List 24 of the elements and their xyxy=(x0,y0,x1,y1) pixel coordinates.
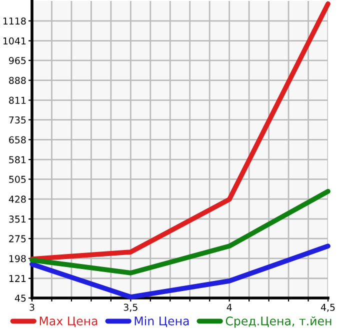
y-tick-label: 658 xyxy=(9,136,26,144)
x-tick-label: 3 xyxy=(30,304,34,311)
y-tick-label: 505 xyxy=(9,176,26,183)
y-tick-label: 735 xyxy=(9,116,26,124)
legend-label: Max Цена xyxy=(40,316,98,328)
line-series xyxy=(30,1,330,262)
y-tick-label: 121 xyxy=(9,274,26,282)
x-tick-label: 3,5 xyxy=(124,304,138,312)
x-tick-label: 4 xyxy=(226,304,232,311)
line-series xyxy=(30,188,330,276)
x-tick-label: 4,5 xyxy=(320,304,335,312)
legend-label: Min Цена xyxy=(134,316,189,328)
y-tick-label: 581 xyxy=(9,156,26,164)
y-tick-label: 275 xyxy=(9,235,26,242)
y-tick-label: 1041 xyxy=(3,37,26,44)
y-tick-label: 811 xyxy=(9,96,26,104)
y-tick-label: 888 xyxy=(9,76,26,84)
y-tick-label: 428 xyxy=(8,196,26,203)
y-tick-label: 1118 xyxy=(3,17,26,25)
legend-label: Сред.Цена, т.йен xyxy=(226,316,332,328)
y-tick-label: 45 xyxy=(14,294,26,302)
y-tick-label: 198 xyxy=(9,255,26,262)
y-tick-label: 351 xyxy=(9,216,26,223)
y-tick-label: 965 xyxy=(9,56,26,64)
